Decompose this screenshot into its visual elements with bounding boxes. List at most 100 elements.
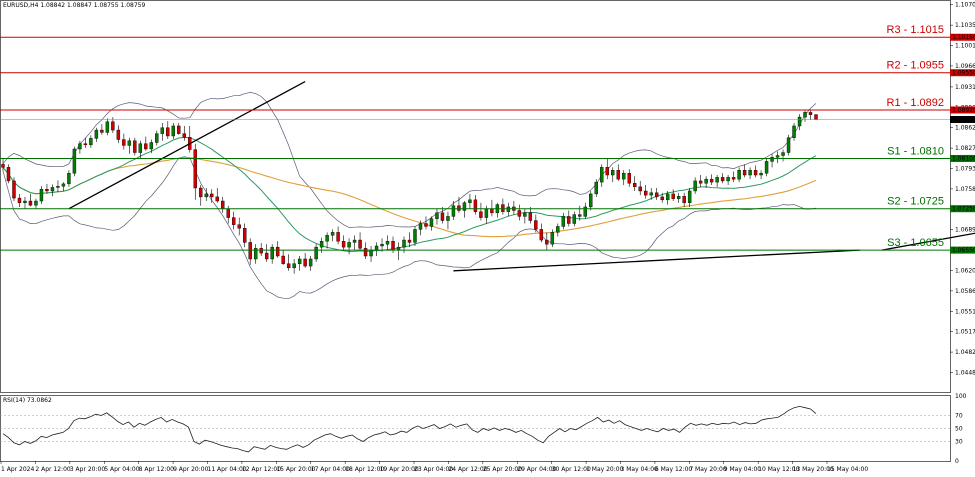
level-label-s2: S2 - 1.0725 xyxy=(887,196,944,208)
candle-body xyxy=(78,143,82,150)
x-tick-label: 3 May 04:00 xyxy=(621,466,659,473)
candle-body xyxy=(166,127,170,137)
candle-body xyxy=(67,173,71,185)
candle-body xyxy=(742,170,747,176)
candle-body xyxy=(759,173,763,176)
candle-body xyxy=(160,127,165,134)
candle-body xyxy=(363,248,368,257)
candle-body xyxy=(133,140,137,153)
y-tick-label: 1.10010 xyxy=(955,43,975,50)
candle-body xyxy=(325,235,329,242)
candle-body xyxy=(171,125,176,137)
y-tick-label: 1.10355 xyxy=(955,22,975,29)
candle-body xyxy=(281,255,285,264)
candle-body xyxy=(237,224,241,229)
candle-body xyxy=(418,223,423,230)
candle-body xyxy=(665,193,670,201)
candle-body xyxy=(594,181,598,195)
candle-body xyxy=(446,216,450,221)
candle-body xyxy=(704,178,708,184)
time-axis: 1 Apr 2024 2 Apr 12:00 3 Apr 20:00 5 Apr 04… xyxy=(0,461,868,473)
candle-body xyxy=(720,177,725,182)
candle-body xyxy=(616,170,620,180)
candle-body xyxy=(149,142,154,150)
x-tick-label: 9 Apr 20:00 xyxy=(173,466,208,473)
candle-body xyxy=(23,200,27,203)
candle-body xyxy=(814,114,818,120)
candle-body xyxy=(56,186,60,188)
candle-body xyxy=(803,112,807,118)
candle-body xyxy=(687,190,692,203)
rsi-line xyxy=(2,405,817,453)
candle-body xyxy=(221,200,225,209)
rsi-tick-label: 50 xyxy=(955,426,963,433)
x-tick-label: 1 May 20:00 xyxy=(586,466,624,473)
price-axis: 1.10700 1.10355 1.10010 1.09665 1.09310 1.089… xyxy=(950,2,975,376)
y-tick-label: 1.07930 xyxy=(955,166,975,173)
candle-body xyxy=(627,173,631,184)
candle-body xyxy=(39,189,44,202)
candle-body xyxy=(731,177,736,180)
candle-body xyxy=(116,129,121,140)
candle-body xyxy=(380,243,384,247)
candle-body xyxy=(319,241,324,248)
level-price-tag xyxy=(950,154,975,162)
candle-body xyxy=(605,167,609,176)
y-tick-label: 1.04480 xyxy=(955,369,975,376)
candle-body xyxy=(638,186,642,192)
candle-body xyxy=(215,196,219,202)
candle-body xyxy=(292,263,296,269)
level-price-tag-text: 1.08100 xyxy=(952,155,975,162)
candle-body xyxy=(682,196,686,203)
candle-body xyxy=(572,214,577,224)
candle-body xyxy=(155,133,159,143)
candle-body xyxy=(726,177,730,182)
x-tick-label: 12 Apr 12:00 xyxy=(242,466,281,473)
level-price-tag-text: 1.08920 xyxy=(952,107,975,114)
candle-body xyxy=(473,199,478,212)
candle-body xyxy=(676,196,681,199)
y-tick-label: 1.06895 xyxy=(955,227,975,234)
candle-body xyxy=(83,143,88,146)
candle-body xyxy=(193,149,197,189)
candle-body xyxy=(654,192,659,198)
x-tick-label: 10 May 12:00 xyxy=(758,466,799,473)
candle-body xyxy=(105,121,110,133)
candle-body xyxy=(633,183,637,188)
rsi-tick-label: 0 xyxy=(955,458,959,465)
candle-body xyxy=(528,212,533,221)
level-price-tag xyxy=(950,33,975,41)
candle-body xyxy=(468,199,472,203)
level-price-tag-text: 1.06550 xyxy=(952,247,975,254)
candle-body xyxy=(600,167,604,183)
candle-body xyxy=(429,218,434,227)
candle-body xyxy=(501,204,505,212)
candle-body xyxy=(660,196,664,201)
candle-body xyxy=(545,239,549,245)
candle-body xyxy=(484,208,489,218)
candle-body xyxy=(330,232,335,236)
candle-body xyxy=(177,125,181,134)
bollinger-lower xyxy=(2,156,817,300)
candle-body xyxy=(539,229,544,241)
candle-body xyxy=(709,178,714,183)
candle-body xyxy=(534,220,538,230)
candle-body xyxy=(264,252,269,260)
level-label-r2: R2 - 1.0955 xyxy=(887,60,944,72)
candle-body xyxy=(748,170,752,176)
level-price-tag xyxy=(950,205,975,213)
x-tick-label: 24 Apr 12:00 xyxy=(448,466,487,473)
candle-body xyxy=(336,232,340,242)
candle-body xyxy=(297,258,302,264)
candle-body xyxy=(17,197,22,203)
rsi-tick-label: 100 xyxy=(955,393,967,400)
candle-body xyxy=(451,205,456,217)
candle-body xyxy=(100,129,104,133)
level-price-tag-text: 1.07250 xyxy=(952,206,975,213)
level-label-r3: R3 - 1.1015 xyxy=(887,24,944,36)
trendlines xyxy=(68,81,975,272)
y-tick-label: 1.09665 xyxy=(955,63,975,70)
candle-body xyxy=(12,180,16,199)
candle-body xyxy=(314,246,318,260)
y-tick-label: 1.06205 xyxy=(955,267,975,274)
